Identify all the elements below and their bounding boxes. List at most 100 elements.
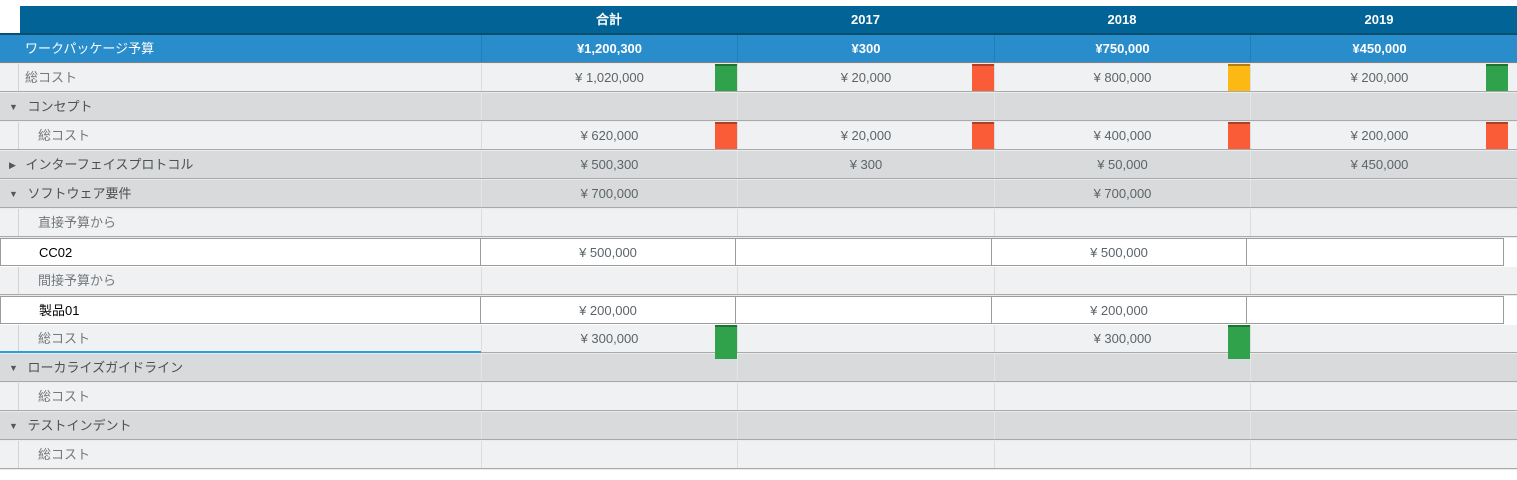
cell-2019[interactable] [1250,412,1508,439]
collapse-arrow-icon[interactable]: ▼ [9,363,18,373]
collapse-arrow-icon[interactable]: ▼ [9,189,18,199]
cell-2017[interactable]: ¥300 [737,35,994,62]
cell-2017[interactable] [737,412,994,439]
cell-2018[interactable] [994,267,1250,294]
status-indicator-icon [1486,122,1508,149]
cell-2019[interactable] [1250,325,1508,352]
cell-2018[interactable] [994,383,1250,410]
group-row-label[interactable]: ▼ ソフトウェア要件 [0,180,481,207]
cell-total[interactable] [481,267,737,294]
cell-2019[interactable] [1250,180,1508,207]
cell-2017[interactable] [737,325,994,352]
cell-2019[interactable] [1250,93,1508,120]
cell-2019[interactable]: ¥ 200,000 [1250,122,1508,149]
cell-2018[interactable]: ¥ 50,000 [994,151,1250,178]
row-label[interactable]: 総コスト [0,122,481,149]
cell-total[interactable]: ¥ 620,000 [481,122,737,149]
row-label[interactable]: 総コスト [0,383,481,410]
cell-total[interactable] [481,441,737,468]
cell-2019[interactable] [1250,383,1508,410]
cell-2018[interactable]: ¥ 300,000 [994,325,1250,359]
cell-2018[interactable] [994,354,1250,381]
row-from-indirect-budget[interactable]: 間接予算から [0,267,1517,295]
row-label[interactable]: 製品01 [0,296,481,324]
row-label[interactable]: 総コスト [0,64,481,91]
row-work-package-budget[interactable]: ワークパッケージ予算 ¥1,200,300 ¥300 ¥750,000 ¥450… [0,35,1517,63]
cell-total[interactable]: ¥ 1,020,000 [481,64,737,91]
group-row-label[interactable]: ▼ テストインデント [0,412,481,439]
cell-2019-editable[interactable] [1246,238,1504,266]
cell-2018[interactable]: ¥ 400,000 [994,122,1250,149]
cell-total[interactable] [481,354,737,381]
cell-2017[interactable] [737,267,994,294]
cell-2019[interactable] [1250,267,1508,294]
cell-2019[interactable] [1250,209,1508,236]
row-label-text: 総コスト [38,128,91,143]
cell-2018[interactable] [994,209,1250,236]
cell-2017[interactable]: ¥ 20,000 [737,64,994,91]
cell-2019[interactable]: ¥ 450,000 [1250,151,1508,178]
cell-2018[interactable]: ¥ 700,000 [994,180,1250,207]
row-total-cost-concept[interactable]: 総コスト ¥ 620,000 ¥ 20,000 ¥ 400,000 ¥ 200,… [0,122,1517,150]
group-row-software-requirements[interactable]: ▼ ソフトウェア要件 ¥ 700,000 ¥ 700,000 [0,180,1517,208]
cell-value: ¥ 20,000 [840,128,892,143]
group-row-localization-guidelines[interactable]: ▼ ローカライズガイドライン [0,354,1517,382]
cell-2018[interactable]: ¥750,000 [994,35,1250,62]
row-label[interactable]: CC02 [0,238,481,266]
right-gutter [1504,296,1513,324]
cell-2017-editable[interactable] [735,238,992,266]
cell-total[interactable]: ¥1,200,300 [481,35,737,62]
cell-total[interactable] [481,93,737,120]
cell-2017[interactable] [737,441,994,468]
cell-total[interactable] [481,383,737,410]
group-row-interface-protocol[interactable]: ▶ インターフェイスプロトコル ¥ 500,300 ¥ 300 ¥ 50,000… [0,151,1517,179]
cell-total-editable[interactable]: ¥ 200,000 [480,296,736,324]
cell-2018[interactable] [994,412,1250,439]
expand-arrow-icon[interactable]: ▶ [9,160,16,170]
cell-total-editable[interactable]: ¥ 500,000 [480,238,736,266]
group-row-label[interactable]: ▼ コンセプト [0,93,481,120]
row-total-cost-localization[interactable]: 総コスト [0,383,1517,411]
cell-2017[interactable] [737,383,994,410]
row-total-cost-test-indent[interactable]: 総コスト [0,441,1517,469]
cell-2019[interactable] [1250,441,1508,468]
group-row-concept[interactable]: ▼ コンセプト [0,93,1517,121]
status-indicator-icon [715,325,737,359]
row-label[interactable]: 直接予算から [0,209,481,236]
cell-total[interactable] [481,209,737,236]
cell-2019-editable[interactable] [1246,296,1504,324]
cell-2018[interactable]: ¥ 800,000 [994,64,1250,91]
cell-2017[interactable] [737,354,994,381]
cell-total[interactable]: ¥ 500,300 [481,151,737,178]
cell-2018[interactable] [994,93,1250,120]
cell-2019[interactable]: ¥ 200,000 [1250,64,1508,91]
row-label[interactable]: ワークパッケージ予算 [0,35,481,62]
cell-2018-editable[interactable]: ¥ 500,000 [991,238,1247,266]
cell-2017-editable[interactable] [735,296,992,324]
group-row-label[interactable]: ▼ ローカライズガイドライン [0,354,481,381]
cell-2019[interactable]: ¥450,000 [1250,35,1508,62]
cell-2019[interactable] [1250,354,1508,381]
cell-2017[interactable] [737,180,994,207]
row-label[interactable]: 総コスト [0,325,481,353]
row-label[interactable]: 間接予算から [0,267,481,294]
cell-2017[interactable]: ¥ 300 [737,151,994,178]
cell-2017[interactable] [737,209,994,236]
cell-2018[interactable] [994,441,1250,468]
collapse-arrow-icon[interactable]: ▼ [9,421,18,431]
collapse-arrow-icon[interactable]: ▼ [9,102,18,112]
cell-2017[interactable]: ¥ 20,000 [737,122,994,149]
row-from-direct-budget[interactable]: 直接予算から [0,209,1517,237]
cell-total[interactable] [481,412,737,439]
cell-2018-editable[interactable]: ¥ 200,000 [991,296,1247,324]
cell-total[interactable]: ¥ 300,000 [481,325,737,359]
row-total-cost-overall[interactable]: 総コスト ¥ 1,020,000 ¥ 20,000 ¥ 800,000 ¥ 20… [0,64,1517,92]
cell-2017[interactable] [737,93,994,120]
row-label[interactable]: 総コスト [0,441,481,468]
group-row-test-indent[interactable]: ▼ テストインデント [0,412,1517,440]
group-row-label[interactable]: ▶ インターフェイスプロトコル [0,151,481,178]
row-cc02[interactable]: CC02 ¥ 500,000 ¥ 500,000 [0,238,1517,266]
row-product01[interactable]: 製品01 ¥ 200,000 ¥ 200,000 [0,296,1517,324]
cell-total[interactable]: ¥ 700,000 [481,180,737,207]
row-total-cost-software[interactable]: 総コスト ¥ 300,000 ¥ 300,000 [0,325,1517,359]
